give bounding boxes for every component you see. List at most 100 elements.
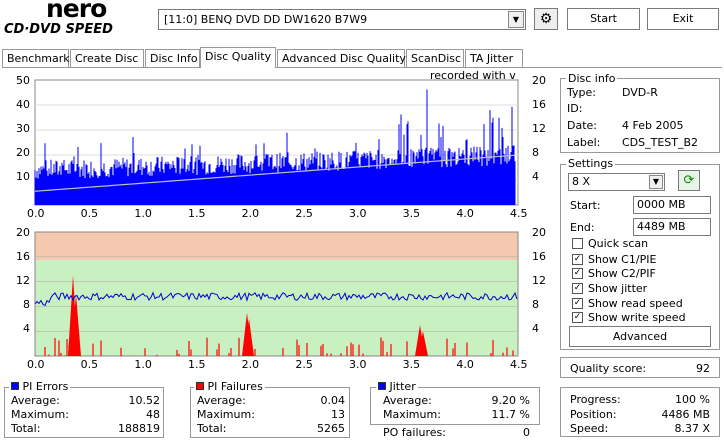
tick-label: 10 [16, 170, 30, 183]
progress-panel [560, 387, 720, 437]
advanced-button[interactable]: Advanced [569, 326, 711, 347]
tick-label: 20 [532, 74, 546, 87]
jitter-maximum-label: Maximum: [383, 408, 441, 421]
po-failures-value: 0 [523, 426, 530, 439]
x-tick-label: 1.0 [134, 358, 152, 371]
pie-average-label: Average: [11, 394, 60, 407]
jitter-line [34, 291, 518, 307]
x-tick-label: 3.5 [402, 358, 421, 371]
nero-logo: nero CD·DVD SPEED [4, 0, 154, 42]
pif-spike [244, 318, 254, 356]
pie-total-value: 188819 [118, 422, 160, 435]
tick-label: 4 [532, 170, 539, 183]
pif-average-value: 0.04 [320, 394, 346, 407]
bottom-x-axis: 0.0 0.5 1.0 1.5 2.0 2.5 3.0 3.5 4.0 4.5 [0, 358, 560, 372]
refresh-drives-button[interactable]: ⚙ [534, 8, 558, 30]
tick-label: 8 [532, 146, 539, 159]
read-speed-line [34, 154, 516, 192]
disc-type-value: DVD-R [622, 86, 658, 99]
show-c2-pif-checkbox[interactable]: ✓ [572, 268, 583, 279]
jitter-average-value: 9.20 % [491, 394, 530, 407]
start-input[interactable]: 0000 MB [633, 196, 711, 214]
bottom-chart-grid [35, 256, 518, 332]
show-c2-pif-label: Show C2/PIF [588, 267, 656, 280]
tick-label: 30 [16, 122, 30, 135]
bottom-chart-red-zone [35, 232, 518, 260]
chevron-down-icon[interactable]: ▼ [508, 11, 524, 28]
tick-label: 20 [16, 226, 30, 239]
drive-select[interactable]: [11:0] BENQ DVD DD DW1620 B7W9 ▼ [158, 9, 526, 30]
quick-scan-checkbox[interactable] [572, 238, 583, 249]
tick-label: 8 [532, 298, 539, 311]
settings-title: Settings [566, 157, 616, 170]
pie-legend-swatch [11, 382, 19, 390]
tab-advanced-disc-quality[interactable]: Advanced Disc Quality [277, 49, 406, 67]
x-tick-label: 2.0 [241, 207, 260, 220]
pif-bars [44, 275, 514, 356]
recorded-with-label: recorded with v [430, 69, 516, 82]
po-failures-label: PO failures: [383, 426, 446, 439]
x-tick-label: 4.5 [510, 207, 528, 220]
chevron-down-icon[interactable]: ▼ [649, 175, 663, 189]
pif-spike [418, 331, 428, 356]
x-tick-label: 1.5 [188, 207, 206, 220]
show-jitter-checkbox[interactable]: ✓ [572, 283, 583, 294]
start-button[interactable]: Start [567, 8, 640, 30]
pif-spike [71, 294, 81, 356]
jitter-panel [370, 387, 540, 425]
tick-label: 50 [16, 74, 30, 87]
tab-bar: Benchmark Create Disc Disc Info Disc Qua… [2, 47, 720, 68]
tab-ta-jitter[interactable]: TA Jitter [465, 49, 523, 67]
pie-bars [34, 89, 516, 205]
tab-disc-info[interactable]: Disc Info [145, 49, 200, 67]
pi-errors-title: PI Errors [22, 380, 69, 393]
tick-label: 4 [532, 322, 539, 335]
bottom-chart-frame [34, 231, 519, 357]
x-tick-label: 3.0 [349, 207, 367, 220]
x-tick-label: 0.0 [27, 207, 45, 220]
pi-errors-title-wrap: PI Errors [9, 380, 71, 393]
quality-score-panel [560, 357, 720, 378]
x-tick-label: 4.0 [456, 207, 474, 220]
position-label: Position: [570, 408, 617, 421]
tick-label: 16 [532, 250, 546, 263]
pif-maximum-label: Maximum: [197, 408, 255, 421]
jitter-title-wrap: Jitter [376, 380, 418, 393]
pi-failures-title-wrap: PI Failures [194, 380, 265, 393]
tab-divider [2, 67, 722, 68]
show-write-speed-label: Show write speed [588, 311, 686, 324]
drive-refresh-icon: ⚙ [539, 11, 553, 27]
x-tick-label: 0.5 [80, 207, 99, 220]
recorded-with-icon: v [509, 69, 516, 82]
end-input[interactable]: 4489 MB [633, 218, 711, 236]
speed-value: 8.37 X [674, 422, 710, 435]
refresh-icon[interactable]: ⟳ [678, 170, 700, 191]
show-write-speed-checkbox[interactable]: ✓ [572, 312, 583, 323]
quality-score-value: 92 [696, 362, 710, 375]
tab-benchmark[interactable]: Benchmark [2, 49, 70, 67]
jitter-legend-swatch [378, 382, 386, 390]
exit-button[interactable]: Exit [647, 8, 719, 30]
position-value: 4486 MB [661, 408, 710, 421]
start-label: Start: [570, 199, 601, 212]
end-label: End: [570, 221, 595, 234]
tab-disc-quality[interactable]: Disc Quality [200, 47, 276, 68]
x-tick-label: 3.5 [402, 207, 421, 220]
tick-label: 8 [23, 298, 30, 311]
tick-label: 12 [16, 274, 30, 287]
show-jitter-label: Show jitter [588, 282, 648, 295]
pif-total-value: 5265 [317, 422, 345, 435]
tick-label: 4 [23, 322, 30, 335]
pi-failures-panel [190, 387, 350, 438]
x-tick-label: 0.5 [80, 358, 99, 371]
tab-scandisc[interactable]: ScanDisc [406, 49, 464, 67]
speed-select[interactable]: 8 X ▼ [568, 173, 665, 191]
tab-create-disc[interactable]: Create Disc [70, 49, 144, 67]
pie-bar [34, 89, 516, 205]
pif-legend-swatch [196, 382, 204, 390]
show-c1-pie-checkbox[interactable]: ✓ [572, 254, 583, 265]
show-read-speed-checkbox[interactable]: ✓ [572, 298, 583, 309]
speed-select-value: 8 X [572, 175, 591, 188]
x-tick-label: 3.0 [349, 358, 367, 371]
pie-maximum-value: 48 [146, 408, 160, 421]
